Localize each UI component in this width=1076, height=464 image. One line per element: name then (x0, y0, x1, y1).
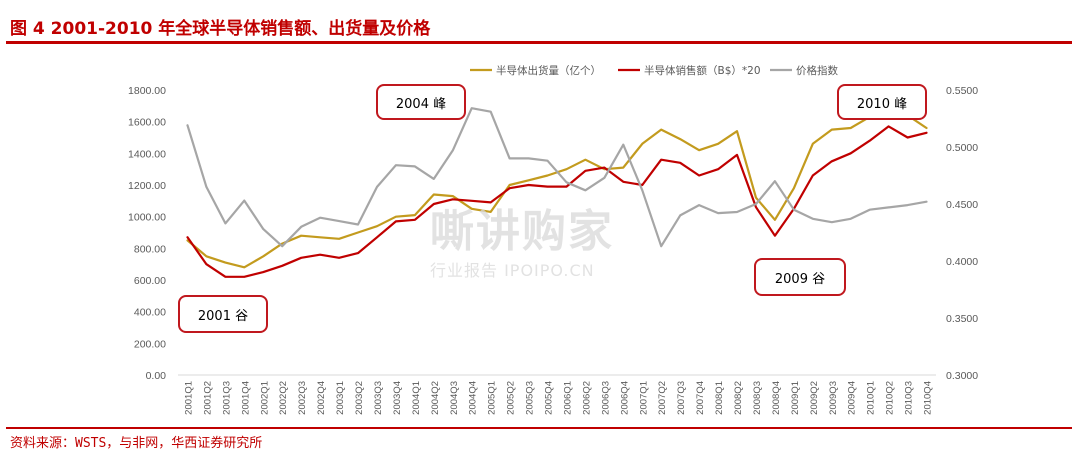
source-rule (6, 427, 1072, 429)
x-tick-label: 2004Q3 (449, 381, 460, 415)
x-tick-label: 2006Q1 (562, 381, 573, 415)
x-tick-label: 2003Q1 (335, 381, 346, 415)
x-tick-label: 2007Q3 (676, 381, 687, 415)
x-tick-label: 2009Q4 (847, 381, 858, 415)
annotation-2009-trough: 2009 谷 (754, 258, 846, 296)
x-tick-label: 2008Q3 (752, 381, 763, 415)
y-left-tick-label: 400.00 (134, 307, 166, 319)
x-tick-label: 2008Q2 (733, 381, 744, 415)
x-tick-label: 2009Q3 (828, 381, 839, 415)
x-tick-label: 2010Q3 (904, 381, 915, 415)
y-right-tick-label: 0.3000 (946, 370, 978, 382)
x-tick-label: 2010Q1 (866, 381, 877, 415)
legend-label: 半导体销售额（B$）*20 (644, 64, 761, 77)
x-tick-label: 2005Q1 (487, 381, 498, 415)
x-tick-label: 2010Q2 (885, 381, 896, 415)
y-right-tick-label: 0.5000 (946, 142, 978, 154)
annotation-2001-trough: 2001 谷 (178, 295, 268, 333)
series-line-sales (186, 125, 928, 278)
annotation-2010-peak: 2010 峰 (837, 84, 927, 120)
x-tick-label: 2006Q3 (600, 381, 611, 415)
y-right-tick-label: 0.4000 (946, 256, 978, 268)
x-tick-label: 2004Q4 (468, 381, 479, 415)
source-note: 资料来源：WSTS，与非网，华西证券研究所 (10, 436, 263, 451)
y-left-tick-label: 600.00 (134, 275, 166, 287)
y-left-tick-label: 800.00 (134, 243, 166, 255)
legend-label: 半导体出货量（亿个） (496, 64, 601, 77)
x-tick-label: 2003Q2 (354, 381, 365, 415)
figure-title: 图 4 2001-2010 年全球半导体销售额、出货量及价格 (10, 19, 431, 39)
x-tick-label: 2009Q2 (809, 381, 820, 415)
x-tick-label: 2002Q3 (297, 381, 308, 415)
y-left-tick-label: 1400.00 (128, 148, 166, 160)
x-tick-label: 2003Q3 (373, 381, 384, 415)
x-tick-label: 2007Q4 (695, 381, 706, 415)
x-tick-label: 2003Q4 (392, 381, 403, 415)
x-tick-label: 2008Q1 (714, 381, 725, 415)
y-right-tick-label: 0.5500 (946, 85, 978, 97)
x-tick-label: 2006Q4 (619, 381, 630, 415)
x-tick-label: 2004Q2 (430, 381, 441, 415)
y-left-tick-label: 0.00 (146, 370, 167, 382)
x-tick-label: 2007Q1 (638, 381, 649, 415)
x-tick-label: 2007Q2 (657, 381, 668, 415)
x-tick-label: 2001Q4 (240, 381, 251, 415)
x-tick-label: 2001Q3 (221, 381, 232, 415)
x-tick-label: 2002Q1 (259, 381, 270, 415)
x-tick-label: 2005Q2 (506, 381, 517, 415)
x-tick-label: 2001Q2 (202, 381, 213, 415)
y-right-tick-label: 0.4500 (946, 199, 978, 211)
x-tick-label: 2005Q4 (544, 381, 555, 415)
x-tick-label: 2010Q4 (923, 381, 934, 415)
series-line-shipments (186, 96, 928, 269)
y-left-tick-label: 1800.00 (128, 85, 166, 97)
y-left-tick-label: 1000.00 (128, 212, 166, 224)
series-line-price (186, 107, 928, 248)
x-tick-label: 2008Q4 (771, 381, 782, 415)
x-tick-label: 2006Q2 (581, 381, 592, 415)
y-left-tick-label: 1200.00 (128, 180, 166, 192)
x-tick-label: 2002Q4 (316, 381, 327, 415)
x-tick-label: 2005Q3 (525, 381, 536, 415)
title-rule (6, 41, 1072, 44)
legend-label: 价格指数 (796, 64, 838, 77)
x-tick-label: 2009Q1 (790, 381, 801, 415)
annotation-2004-peak: 2004 峰 (376, 84, 466, 120)
x-tick-label: 2004Q1 (411, 381, 422, 415)
y-left-tick-label: 200.00 (134, 338, 166, 350)
y-right-tick-label: 0.3500 (946, 313, 978, 325)
x-tick-label: 2001Q1 (183, 381, 194, 415)
x-tick-label: 2002Q2 (278, 381, 289, 415)
y-left-tick-label: 1600.00 (128, 117, 166, 129)
